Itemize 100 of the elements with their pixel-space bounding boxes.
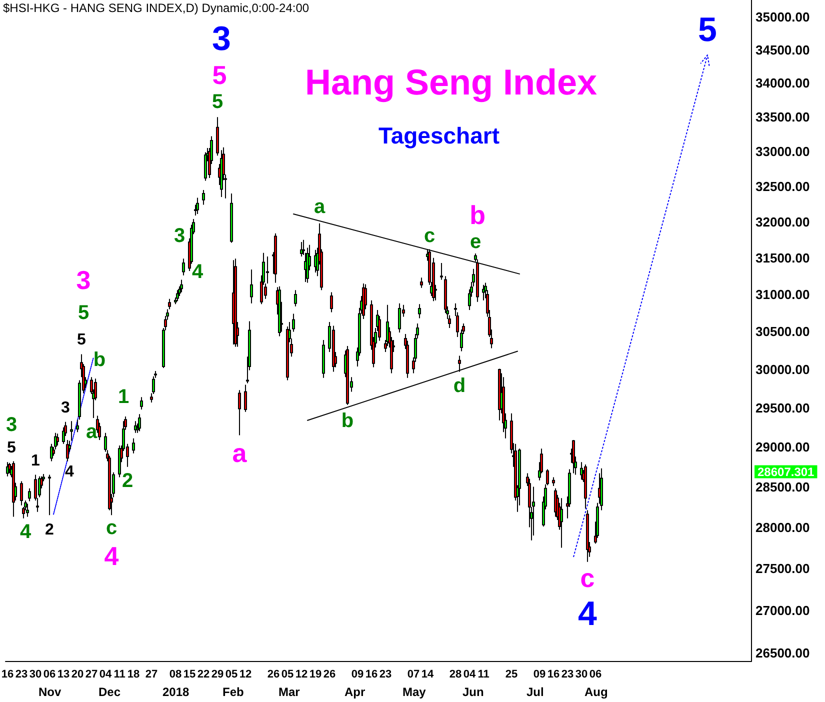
candlestick xyxy=(12,460,15,518)
annotation: 3 xyxy=(174,225,186,247)
text: May xyxy=(402,685,426,699)
x-tick-label: 13 xyxy=(57,668,70,680)
annotation: 2 xyxy=(45,522,54,538)
candlestick xyxy=(38,476,41,498)
candlestick xyxy=(332,325,335,372)
candlestick xyxy=(138,414,141,432)
x-tick-label: 26 xyxy=(323,668,336,680)
y-tick-label: 30000.00 xyxy=(756,362,810,377)
candlestick xyxy=(216,116,219,156)
candlestick xyxy=(292,313,295,332)
x-tick-label: 12 xyxy=(295,668,308,680)
x-tick-label: 27 xyxy=(145,668,158,680)
y-tick-label: 29500.00 xyxy=(756,400,810,416)
annotation: 4 xyxy=(578,595,598,633)
x-tick-label: 26 xyxy=(267,668,280,680)
candlestick xyxy=(286,326,289,381)
text: Nov xyxy=(38,685,62,699)
x-tick-label: 16 xyxy=(1,668,14,680)
y-tick-label: 28500.00 xyxy=(756,479,810,494)
candlestick xyxy=(294,290,297,307)
candlestick xyxy=(230,192,233,244)
candlestick xyxy=(176,290,179,302)
x-tick-label: 30 xyxy=(575,668,588,680)
annotation: 5 xyxy=(77,332,86,348)
candlestick xyxy=(234,258,237,348)
x-tick-label: 28 xyxy=(449,668,462,680)
candlestick xyxy=(180,279,183,293)
candlestick xyxy=(132,438,135,454)
y-tick-label: 29000.00 xyxy=(756,440,810,455)
annotation: 5 xyxy=(212,60,227,90)
text: Feb xyxy=(222,685,244,699)
x-tick-label: 14 xyxy=(421,668,434,680)
y-tick-label: 34500.00 xyxy=(756,42,810,58)
y-tick-label: 33500.00 xyxy=(756,110,810,125)
candlestick xyxy=(244,384,247,412)
annotation: 1 xyxy=(118,386,130,408)
x-tick-label: 15 xyxy=(183,668,196,680)
y-tick-label: 31000.00 xyxy=(756,286,810,302)
annotation: 5 xyxy=(698,11,717,49)
candlestick xyxy=(50,443,53,462)
y-tick-label: 33000.00 xyxy=(756,144,810,160)
annotation: 3 xyxy=(6,414,18,436)
y-tick-label: 35000.00 xyxy=(756,9,810,24)
y-tick-label: 32000.00 xyxy=(756,214,810,230)
candlestick xyxy=(118,444,121,478)
candlestick xyxy=(398,302,401,333)
candlestick xyxy=(250,269,253,304)
annotation: a xyxy=(86,421,98,443)
x-tick-label: 20 xyxy=(71,668,84,680)
candlestick xyxy=(584,464,587,510)
x-tick-label: 09 xyxy=(351,668,364,680)
x-tick-label: 27 xyxy=(85,668,98,680)
candlestick xyxy=(220,150,223,198)
candlestick xyxy=(306,247,309,284)
candlestick xyxy=(300,241,303,257)
annotation: 5 xyxy=(78,302,90,324)
candlestick xyxy=(140,396,143,410)
x-tick-label: 29 xyxy=(211,668,224,680)
annotation: 4 xyxy=(65,464,74,480)
annotation: b xyxy=(341,410,354,432)
x-tick-label: 23 xyxy=(379,668,392,680)
candlestick xyxy=(168,298,171,310)
candlestick xyxy=(66,439,69,462)
candlestick xyxy=(420,277,423,288)
y-tick-label: 28000.00 xyxy=(756,520,810,535)
y-tick-label: 34000.00 xyxy=(756,76,810,91)
x-tick-label: 09 xyxy=(533,668,546,680)
text: 2018 xyxy=(162,685,190,699)
x-tick-label: 06 xyxy=(43,668,56,680)
annotation: a xyxy=(232,438,248,468)
y-tick-label: 26500.00 xyxy=(756,646,810,661)
x-tick-label: 04 xyxy=(463,668,476,680)
candlestick xyxy=(552,476,555,487)
text: Tageschart xyxy=(378,122,500,148)
x-tick-label: 23 xyxy=(561,668,574,680)
candlestick xyxy=(20,480,23,506)
candlestick xyxy=(204,152,207,182)
annotation: 1 xyxy=(31,452,40,470)
candlestick xyxy=(48,474,51,516)
annotation: a xyxy=(314,196,326,218)
annotation: e xyxy=(470,231,482,253)
annotation: 3 xyxy=(212,20,231,58)
annotation: 5 xyxy=(212,91,224,113)
candlestick xyxy=(6,462,9,477)
candlestick xyxy=(26,503,29,518)
x-tick-label: 16 xyxy=(365,668,378,680)
candlestick xyxy=(182,258,185,276)
text: Aug xyxy=(584,685,608,699)
candlestick xyxy=(482,284,485,301)
candlestick xyxy=(266,256,269,284)
annotation: c xyxy=(424,225,436,247)
candlestick xyxy=(274,232,277,284)
x-tick-label: 23 xyxy=(15,668,28,680)
y-tick-label: 31500.00 xyxy=(756,250,810,266)
x-tick-label: 12 xyxy=(239,668,252,680)
text: 28607.301 xyxy=(758,465,815,480)
candlestick xyxy=(572,439,575,474)
annotation: b xyxy=(93,349,106,371)
